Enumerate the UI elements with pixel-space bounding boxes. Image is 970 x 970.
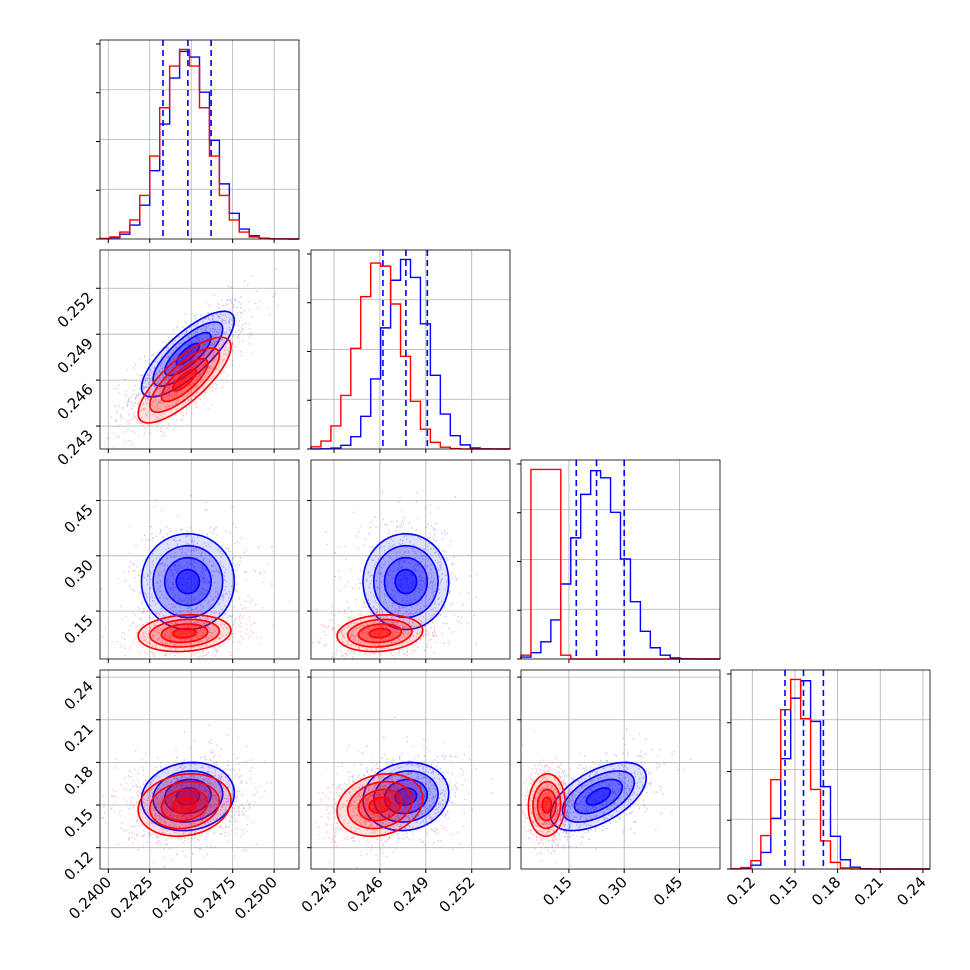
panel-frame — [730, 669, 931, 870]
y-tick-label: 0.45 — [60, 501, 96, 537]
panel-frame — [310, 249, 511, 450]
contour-blue — [175, 787, 201, 806]
panel-frame — [520, 669, 721, 870]
scatter-panel-2-0 — [99, 459, 300, 660]
x-tick-label: 0.24 — [893, 873, 929, 909]
scatter-points-blue — [101, 494, 273, 657]
panel-frame — [520, 459, 721, 660]
contour-red — [368, 796, 392, 814]
contour-red — [336, 772, 424, 838]
histogram-blue — [520, 470, 721, 660]
contour-red — [172, 368, 198, 392]
contour-red — [357, 623, 403, 644]
x-tick-label: 0.246 — [344, 873, 387, 916]
contour-red — [160, 788, 209, 822]
y-tick-label: 0.18 — [60, 762, 96, 798]
contour-blue — [140, 532, 236, 631]
scatter-points-red — [311, 602, 469, 659]
contour-blue — [561, 770, 636, 823]
x-tick-label: 0.18 — [808, 873, 844, 909]
contour-blue — [152, 544, 224, 619]
contour-red — [160, 623, 209, 644]
x-tick-label: 0.30 — [595, 873, 631, 909]
contour-blue — [585, 787, 612, 806]
scatter-points-red — [315, 744, 470, 869]
panel-frame — [99, 669, 300, 870]
x-tick-label: 0.15 — [765, 873, 801, 909]
y-tick-label: 0.21 — [60, 720, 96, 756]
contour-red — [172, 627, 197, 639]
x-tick-label: 0.45 — [650, 873, 686, 909]
x-tick-label: 0.243 — [298, 873, 341, 916]
hist-panel-1 — [307, 249, 511, 450]
contour-blue — [383, 556, 429, 607]
x-tick-label: 0.2425 — [107, 873, 157, 923]
y-tick-label: 0.30 — [60, 556, 96, 592]
x-tick-label: 0.15 — [539, 873, 575, 909]
y-tick-label: 0.246 — [54, 380, 97, 423]
contour-blue — [362, 532, 450, 631]
panel-frame — [310, 459, 511, 660]
panel-frame — [99, 249, 300, 450]
scatter-panel-3-2 — [520, 669, 721, 870]
scatter-panel-3-1 — [310, 669, 511, 870]
contour-red — [137, 336, 232, 424]
contour-blue — [383, 778, 429, 815]
scatter-panel-1-0 — [99, 249, 300, 450]
panel-frame — [99, 39, 300, 240]
scatter-panel-2-1 — [310, 459, 511, 660]
contour-red — [148, 347, 221, 414]
panel-frame — [310, 669, 511, 870]
y-tick-label: 0.252 — [54, 288, 97, 331]
x-tick-label: 0.12 — [723, 873, 759, 909]
contour-blue — [573, 778, 624, 815]
histogram-red — [99, 48, 300, 240]
hist-panel-0 — [96, 39, 300, 240]
histogram-red — [730, 678, 930, 870]
y-tick-label: 0.243 — [54, 426, 97, 469]
x-tick-label: 0.2475 — [190, 873, 240, 923]
y-tick-label: 0.15 — [60, 805, 96, 841]
contour-blue — [140, 310, 236, 398]
y-tick-label: 0.12 — [60, 848, 96, 884]
hist-panel-3 — [727, 669, 931, 870]
y-tick-label: 0.249 — [54, 334, 97, 377]
x-tick-label: 0.2450 — [148, 873, 198, 923]
y-tick-label: 0.15 — [60, 611, 96, 647]
y-tick-label: 0.24 — [60, 677, 96, 713]
scatter-panel-3-0 — [99, 669, 300, 870]
contour-red — [160, 357, 209, 403]
scatter-points-red — [521, 730, 586, 863]
hist-panel-2 — [517, 459, 721, 660]
contour-red — [536, 788, 557, 822]
contour-red — [172, 796, 197, 814]
x-tick-label: 0.2500 — [231, 873, 281, 923]
contour-red — [357, 788, 403, 822]
contour-blue — [163, 556, 212, 607]
histogram-blue — [310, 258, 511, 450]
contour-blue — [549, 761, 648, 832]
histogram-red — [310, 262, 510, 450]
x-tick-label: 0.249 — [390, 873, 433, 916]
x-tick-label: 0.252 — [435, 873, 478, 916]
contour-red — [368, 627, 392, 639]
x-tick-label: 0.21 — [851, 873, 887, 909]
contour-red — [541, 796, 553, 814]
contour-blue — [394, 568, 418, 595]
panel-frame — [99, 459, 300, 660]
contour-blue — [175, 568, 201, 595]
